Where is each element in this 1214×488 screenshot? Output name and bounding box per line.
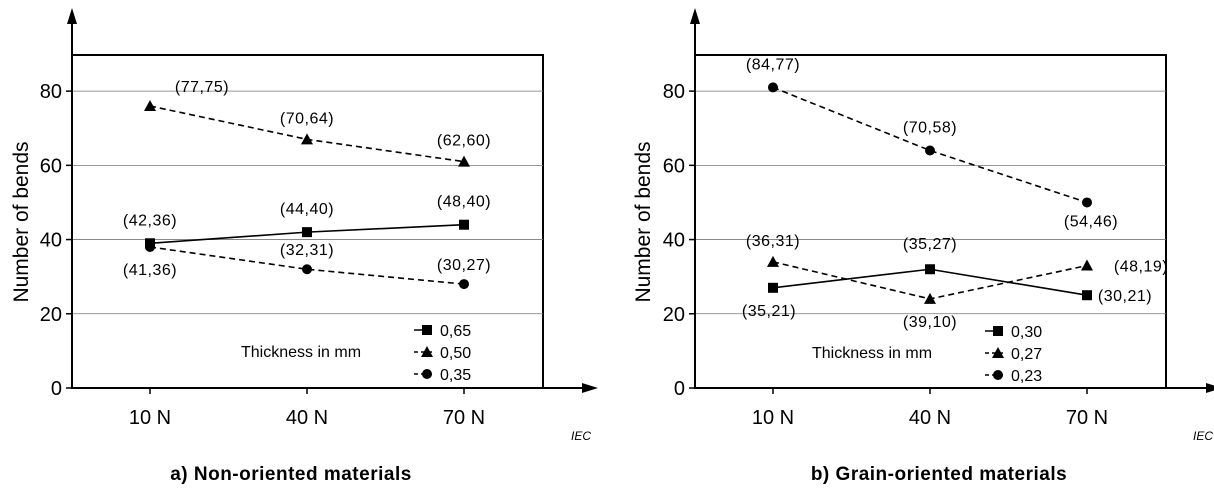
iec-mark: IEC	[1193, 429, 1213, 443]
legend-marker	[993, 370, 1003, 380]
data-point	[768, 282, 778, 293]
data-point	[767, 255, 779, 267]
y-tick-label: 20	[663, 304, 685, 326]
legend-label: 0,23	[1011, 368, 1042, 385]
data-point	[459, 279, 469, 290]
y-tick-label: 20	[40, 304, 62, 326]
data-label: (36,31)	[746, 233, 800, 250]
data-label: (70,58)	[903, 119, 957, 136]
data-label: (39,10)	[903, 314, 957, 331]
data-label: (41,36)	[123, 262, 177, 279]
legend-label: 0,27	[1011, 346, 1042, 363]
x-tick-label: 70 N	[443, 407, 485, 429]
data-point	[459, 219, 469, 230]
y-tick-label: 80	[663, 81, 685, 103]
data-point	[301, 133, 313, 145]
data-label: (30,27)	[437, 257, 491, 274]
y-axis-label: Number of bends	[10, 141, 33, 302]
data-label: (62,60)	[437, 133, 491, 150]
x-axis-arrow	[1206, 383, 1214, 393]
y-tick-label: 40	[40, 230, 62, 252]
chart-panel-b: 0 20 40 60 80 10 N 40 N 70 N Number of bends (35,…	[632, 8, 1214, 485]
legend-label: 0,50	[440, 345, 471, 362]
data-point	[1082, 290, 1092, 301]
series-line-0,35	[149, 246, 465, 285]
data-label: (35,27)	[903, 236, 957, 253]
legend-label: 0,65	[440, 323, 471, 340]
iec-mark: IEC	[571, 429, 591, 443]
data-label: (48,40)	[437, 194, 491, 211]
y-axis-arrow	[67, 8, 77, 24]
legend-label: 0,30	[1011, 324, 1042, 341]
data-point	[925, 264, 935, 275]
data-label: (32,31)	[280, 242, 334, 259]
legend-marker	[993, 326, 1003, 336]
legend-title: Thickness in mm	[241, 344, 361, 361]
legend-marker	[992, 347, 1004, 358]
legend-marker	[421, 346, 433, 357]
data-point	[302, 264, 312, 275]
legend-marker	[422, 325, 432, 335]
data-point	[145, 241, 155, 252]
legend-title: Thickness in mm	[812, 345, 932, 362]
data-point	[924, 292, 936, 304]
data-label: (77,75)	[175, 79, 229, 96]
x-tick-label: 10 N	[129, 407, 171, 429]
data-label: (44,40)	[280, 201, 334, 218]
y-tick-label: 60	[663, 155, 685, 177]
data-label: (70,64)	[280, 110, 334, 127]
y-tick-label: 0	[51, 378, 62, 400]
data-label: (54,46)	[1064, 213, 1118, 230]
data-point	[1082, 197, 1092, 208]
legend-label: 0,35	[440, 367, 471, 384]
data-point	[458, 155, 470, 167]
data-point	[1081, 259, 1093, 271]
y-tick-label: 60	[40, 155, 62, 177]
x-tick-label: 40 N	[286, 407, 328, 429]
y-axis-label: Number of bends	[632, 141, 655, 302]
x-tick-label: 70 N	[1066, 407, 1108, 429]
chart-caption: b) Grain-oriented materials	[811, 464, 1067, 485]
legend-marker	[422, 369, 432, 379]
data-label: (84,77)	[746, 56, 800, 73]
y-axis-arrow	[690, 8, 700, 24]
chart-caption: a) Non-oriented materials	[170, 464, 412, 485]
series-line-0,23	[772, 86, 1088, 204]
data-label: (42,36)	[123, 212, 177, 229]
y-tick-label: 0	[674, 378, 685, 400]
data-label: (30,21)	[1098, 288, 1152, 305]
y-tick-label: 40	[663, 230, 685, 252]
y-tick-label: 80	[40, 81, 62, 103]
data-point	[925, 145, 935, 156]
chart-panel-a: 0 20 40 60 80 10 N 40 N 70 N Number of bends (42,…	[10, 8, 598, 485]
data-point	[144, 99, 156, 111]
data-label: (35,21)	[742, 303, 796, 320]
data-point	[768, 82, 778, 93]
x-tick-label: 40 N	[909, 407, 951, 429]
x-axis-arrow	[582, 383, 598, 393]
data-label: (48,19)	[1114, 259, 1168, 276]
x-tick-label: 10 N	[752, 407, 794, 429]
data-point	[302, 227, 312, 238]
